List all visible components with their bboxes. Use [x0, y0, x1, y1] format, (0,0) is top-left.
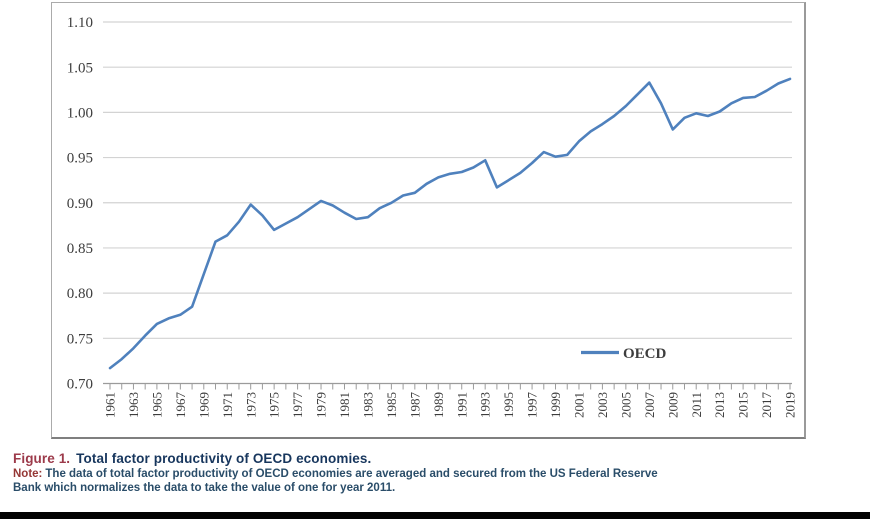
x-axis-label: 1991: [454, 392, 469, 418]
x-axis-label: 1971: [220, 392, 235, 418]
figure-caption-line: Figure 1. Total factor productivity of OE…: [13, 451, 859, 466]
x-axis-label: 2019: [783, 392, 798, 418]
page-bottom-rule: [0, 512, 870, 519]
x-axis-label: 2007: [642, 392, 657, 419]
x-axis-label: 2009: [665, 392, 680, 418]
figure-note-line2: Bank which normalizes the data to take t…: [13, 481, 396, 494]
y-axis-label: 0.70: [67, 377, 93, 393]
x-axis-label: 2015: [736, 392, 751, 418]
figure-note-line1: Note: The data of total factor productivi…: [13, 468, 859, 482]
x-axis-label: 1985: [384, 392, 399, 418]
x-axis-label: 1965: [149, 392, 164, 418]
x-axis-label: 1981: [337, 392, 352, 418]
x-axis-label: 1995: [501, 392, 516, 418]
x-axis-labels: 1961 1963 1965 1967 1969 1971 1973 1975 1977 1979…: [103, 392, 798, 419]
chart-plot-area: [51, 2, 806, 439]
x-axis-label: 1999: [548, 392, 563, 418]
x-axis-ticks: [109, 383, 791, 390]
x-axis-label: 1987: [407, 392, 422, 419]
legend-label: OECD: [623, 346, 667, 362]
x-axis-label: 1979: [314, 392, 329, 418]
series-line-oecd: [108, 77, 792, 370]
x-axis-label: 1973: [243, 392, 258, 418]
x-axis-label: 1969: [196, 392, 211, 418]
x-axis-label: 1977: [290, 392, 305, 419]
x-axis-label: 1993: [478, 392, 493, 418]
x-axis-label: 2001: [572, 392, 587, 418]
x-axis-label: 2017: [759, 392, 774, 419]
figure-title: Total factor productivity of OECD econom…: [76, 451, 372, 466]
x-axis-label: 1997: [525, 392, 540, 419]
y-axis-label: 0.80: [67, 286, 93, 302]
y-axis-label: 1.00: [67, 105, 93, 121]
x-axis-label: 2005: [618, 392, 633, 418]
figure-number-label: Figure 1.: [13, 451, 71, 466]
note-text-line1: The data of total factor productivity of…: [45, 468, 658, 480]
y-axis-label: 1.05: [67, 60, 93, 76]
legend: OECD: [581, 346, 667, 362]
y-axis-label: 0.95: [67, 151, 93, 167]
x-axis-label: 1967: [173, 392, 188, 419]
x-axis-label: 1989: [431, 392, 446, 418]
figure-caption: Figure 1. Total factor productivity of OE…: [13, 451, 859, 495]
y-axis-label: 1.10: [67, 15, 93, 31]
x-axis-label: 1975: [267, 392, 282, 418]
note-label: Note:: [13, 468, 43, 480]
x-axis-label: 2013: [712, 392, 727, 418]
x-axis-label: 2011: [689, 392, 704, 418]
x-axis-label: 1961: [103, 392, 118, 418]
y-axis-label: 0.75: [67, 331, 93, 347]
x-axis-label: 1963: [126, 392, 141, 418]
figure-note: Note: The data of total factor productivi…: [13, 468, 859, 495]
gridlines: [103, 21, 792, 339]
y-axis-label: 0.85: [67, 241, 93, 257]
y-axis-label: 0.90: [67, 196, 93, 212]
x-axis-label: 1983: [360, 392, 375, 418]
y-axis-labels: 1.10 1.05 1.00 0.95 0.90 0.85 0.80 0.75 0.70: [67, 15, 93, 393]
x-axis-label: 2003: [595, 392, 610, 418]
